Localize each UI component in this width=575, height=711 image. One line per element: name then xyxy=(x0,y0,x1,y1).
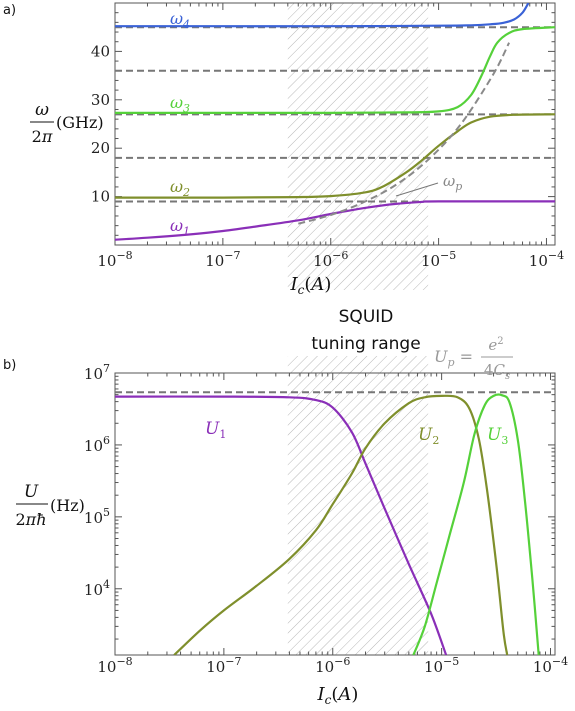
curve-U1 xyxy=(115,395,448,655)
svg-text:(GHz): (GHz) xyxy=(56,113,104,132)
panel-b-ytick-label: 104 xyxy=(84,578,110,599)
label-ω2: ω2 xyxy=(170,177,190,199)
panel-b-xtick-label: 10−5 xyxy=(424,655,459,676)
svg-text:(Hz): (Hz) xyxy=(50,496,85,515)
panel-b-xtick-label: 10−7 xyxy=(206,655,241,676)
svg-text:2πħ: 2πħ xyxy=(15,510,46,529)
curve-U2 xyxy=(173,394,509,655)
squid-label-background xyxy=(279,290,437,356)
svg-text:ω: ω xyxy=(35,100,49,120)
panel-a-ytick-label: 40 xyxy=(91,42,110,60)
panel-b-ytick-label: 106 xyxy=(84,434,110,455)
curve-ω2 xyxy=(115,113,555,199)
panel-a-annotations: ω4 ω3 ω2 ω1 ωp xyxy=(170,9,510,238)
panel-b-label: b) xyxy=(3,358,16,373)
curve-U3 xyxy=(412,393,540,655)
panel-a-ytick-label: 10 xyxy=(91,188,110,206)
panel-b-axes: 10−8 10−7 10−6 10−5 10−4 104 105 106 107 xyxy=(84,362,568,676)
panel-a-axes: 10−8 10−7 10−6 10−5 10−4 10 20 30 40 xyxy=(91,2,564,270)
up-formula-lhs: Up = xyxy=(434,347,473,369)
label-U3: U3 xyxy=(487,425,508,447)
omega-p-pointer xyxy=(395,182,439,197)
panel-a-label: a) xyxy=(3,3,16,18)
panel-a-series xyxy=(115,3,555,241)
panel-a-ylabel: ω 2π (GHz) xyxy=(30,100,104,146)
squid-label-line1: SQUID xyxy=(339,307,394,327)
squid-label-line2: tuning range xyxy=(311,334,420,354)
panel-a-xtick-label: 10−8 xyxy=(97,249,132,270)
up-formula-numerator: e2 xyxy=(488,336,503,354)
panel-a-xtick-label: 10−7 xyxy=(205,249,240,270)
up-formula-label: Up = e2 4Cs xyxy=(434,336,513,382)
panel-b-xtick-label: 10−6 xyxy=(315,655,350,676)
panel-a-xtick-label: 10−4 xyxy=(529,249,564,270)
label-U1: U1 xyxy=(205,419,226,441)
panel-b-xtick-label: 10−8 xyxy=(97,655,132,676)
label-ω1: ω1 xyxy=(170,216,190,238)
panel-a-ytick-label: 20 xyxy=(91,139,110,157)
panel-a-frame xyxy=(114,2,556,246)
label-ω4: ω4 xyxy=(170,9,190,31)
panel-b-frame xyxy=(114,372,556,656)
panel-a-ytick-label: 30 xyxy=(91,91,110,109)
curve-ω1 xyxy=(115,200,555,241)
label-ω3: ω3 xyxy=(170,93,190,115)
panel-a-xtick-label: 10−5 xyxy=(421,249,456,270)
up-formula-denominator: 4Cs xyxy=(484,361,510,382)
panel-b-series xyxy=(115,393,540,655)
label-U2: U2 xyxy=(418,425,439,447)
panel-b-annotations: U1 U2 U3 Up = e2 4Cs xyxy=(205,336,513,447)
svg-text:2π: 2π xyxy=(32,127,53,146)
panel-b-ytick-label: 105 xyxy=(84,506,110,527)
omega-p-label: ωp xyxy=(443,172,462,193)
curve-ω4 xyxy=(115,3,530,28)
svg-text:U: U xyxy=(24,482,39,502)
panel-b-ylabel: U 2πħ (Hz) xyxy=(15,482,84,529)
curve-ω3 xyxy=(115,26,555,114)
omega-p-curve xyxy=(298,42,510,225)
panel-b-xlabel: Ic(A) xyxy=(317,684,359,707)
panel-b-ytick-label: 107 xyxy=(84,362,110,383)
panel-b-xtick-label: 10−4 xyxy=(533,655,568,676)
panel-a-xlabel: Ic(A) xyxy=(290,274,332,297)
panel-a-xtick-label: 10−6 xyxy=(313,249,348,270)
